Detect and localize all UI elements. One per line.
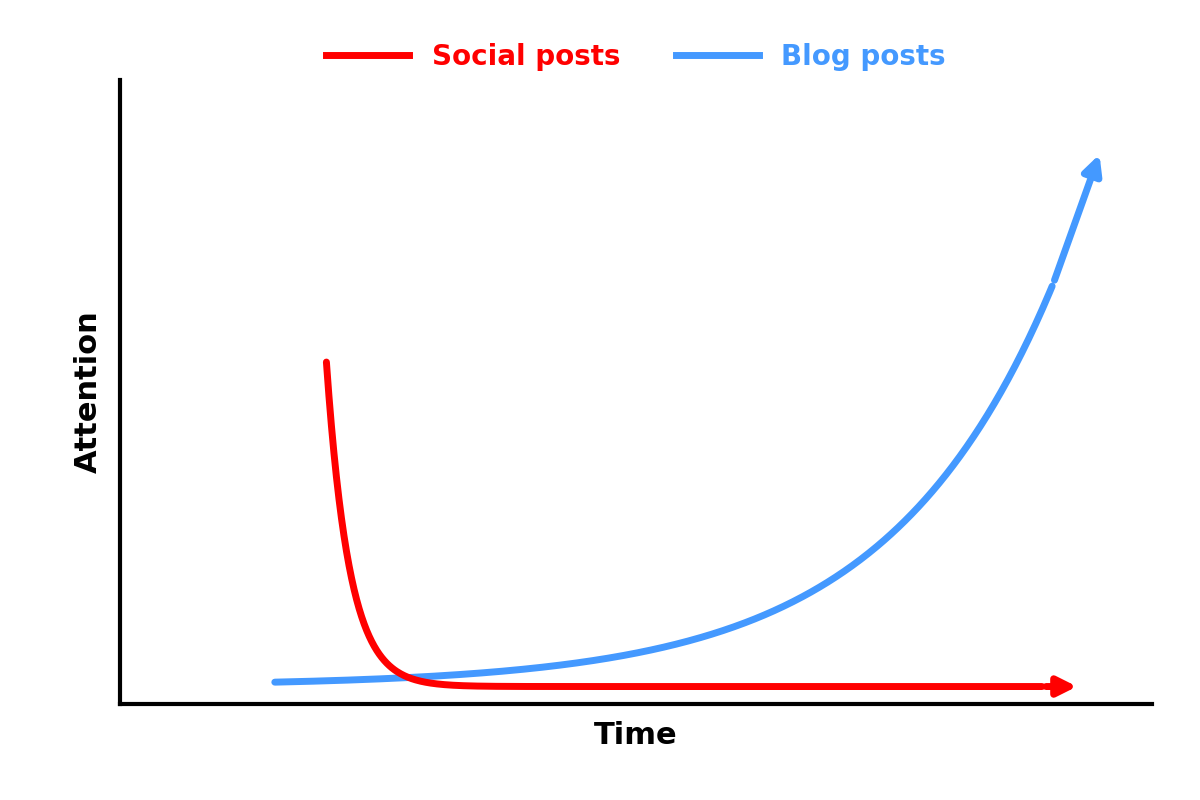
- X-axis label: Time: Time: [594, 721, 678, 750]
- Legend: Social posts, Blog posts: Social posts, Blog posts: [314, 31, 958, 82]
- Y-axis label: Attention: Attention: [74, 310, 103, 474]
